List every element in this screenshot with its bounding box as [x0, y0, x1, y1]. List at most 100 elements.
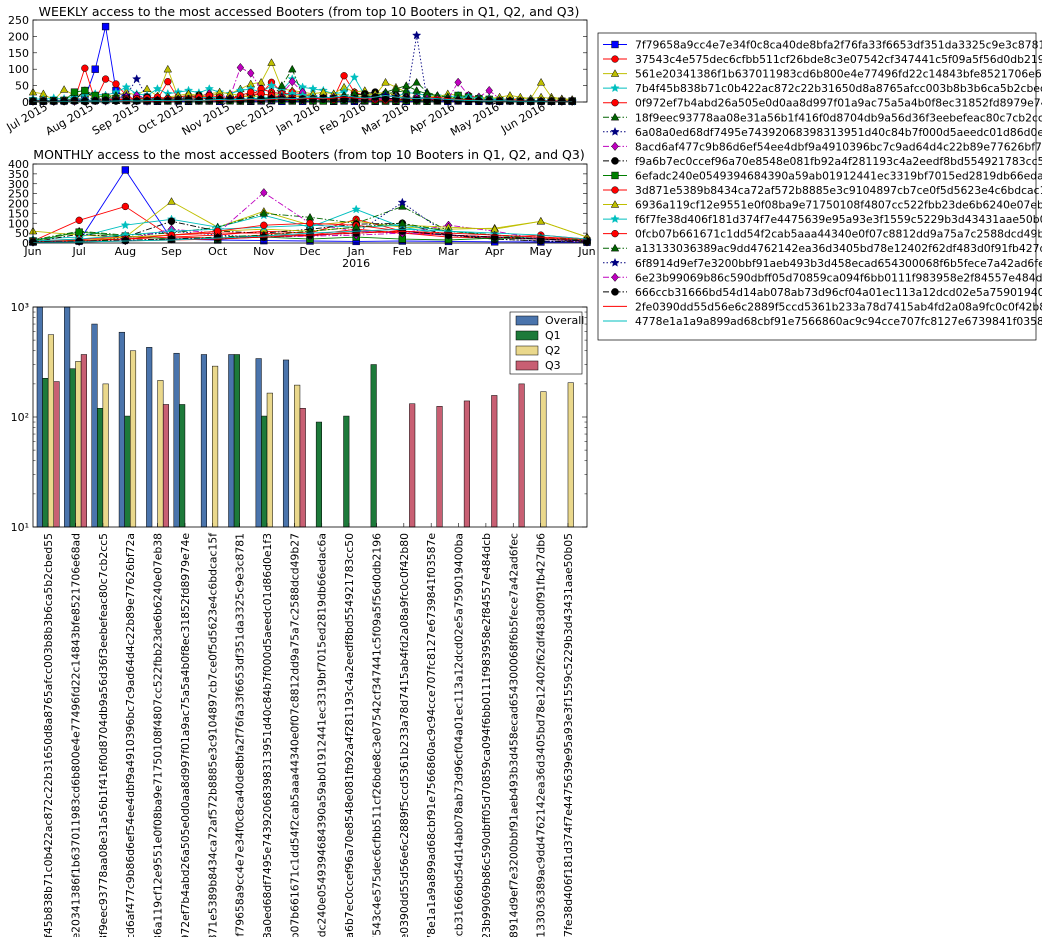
monthly-y-tick-label: 50 — [15, 227, 29, 240]
bar-q2 — [567, 382, 574, 528]
bar-x-tick-label: 6936a119cf12e9551e0f08ba9e71750108f4807c… — [152, 533, 165, 937]
weekly-point — [349, 72, 360, 82]
weekly-y-tick-label: 250 — [8, 14, 29, 27]
bar-q1 — [261, 415, 268, 528]
weekly-plot-frame — [32, 19, 588, 103]
bar-q3 — [162, 404, 170, 528]
weekly-point — [412, 86, 421, 94]
bar-overall — [255, 358, 262, 528]
weekly-point — [164, 78, 172, 86]
bar-plot-frame — [32, 306, 588, 528]
series-legend-label: 6a08a0ed68df7495e74392068398313951d40c84… — [635, 126, 1042, 139]
bar-legend-swatch — [515, 330, 539, 341]
series-legend-marker — [610, 69, 620, 77]
weekly-y-tick-label: 150 — [8, 47, 29, 60]
weekly-point — [412, 30, 422, 40]
series-legend-label: 37543c4e575dec6cfbb511cf26bde8c3e07542cf… — [635, 53, 1042, 66]
series-legend-label: 6e23b99069b86c590dbff05d70859ca094f6bb01… — [635, 271, 1042, 284]
weekly-x-tick-label: Nov 2015 — [180, 100, 232, 138]
bar-x-tick-label: 561e20341386f1b637011983cd6b800e4e77496f… — [70, 533, 83, 937]
weekly-point — [381, 94, 390, 102]
series-legend-label: a13133036389ac9dd4762142ea36d3405bd78e12… — [635, 242, 1042, 255]
bar-overall — [146, 347, 153, 528]
series-legend-marker — [610, 126, 620, 136]
monthly-y-tick-label: 400 — [8, 158, 29, 171]
series-legend: 7f79658a9cc4e7e34f0c8ca40de8bfa2f76fa33f… — [597, 32, 1042, 341]
weekly-point — [536, 77, 546, 86]
weekly-point — [340, 72, 348, 80]
bar-q2 — [129, 350, 137, 528]
monthly-y-tick-label: 150 — [8, 207, 29, 220]
weekly-series-line — [33, 94, 573, 103]
series-legend-entry: 0f972ef7b4abd26a505e0d0aa8d997f01a9ac75a… — [603, 97, 1042, 110]
monthly-y-tick-label: 100 — [8, 217, 29, 230]
monthly-point — [167, 217, 176, 226]
series-legend-entry: a13133036389ac9dd4762142ea36d3405bd78e12… — [603, 242, 1042, 255]
monthly-x-tick-label: Jan — [347, 245, 365, 258]
bar-q3 — [463, 400, 470, 528]
series-legend-marker — [611, 171, 619, 180]
bar-legend-label: Q1 — [545, 329, 561, 342]
bar-x-tick-label: 6e23b99069b86c590dbff05d70859ca094f6bb01… — [480, 533, 493, 937]
monthly-y-tick-label: 250 — [8, 188, 29, 201]
monthly-chart-title: MONTHLY access to the most accessed Boot… — [33, 147, 584, 162]
series-legend-entry: 7b4f45b838b71c0b422ac872c22b31650d8a8765… — [603, 82, 1042, 95]
series-legend-entry: 37543c4e575dec6cfbb511cf26bde8c3e07542cf… — [603, 53, 1042, 66]
monthly-point — [120, 220, 130, 230]
monthly-point — [167, 235, 176, 243]
series-legend-entry: 6efadc240e0549394684390a59ab01912441ec33… — [603, 169, 1042, 182]
bar-x-tick-label: 0fcb07b661671c1dd54f2cab5aaa44340e0f07c8… — [288, 533, 301, 937]
bar-q3 — [53, 381, 60, 528]
weekly-point — [247, 88, 255, 96]
series-legend-marker — [611, 40, 619, 49]
series-legend-label: 2fe0390dd55d56e6c2889f5ccd5361b233a78d74… — [635, 300, 1042, 313]
series-legend-entry: 3d871e5389b8434ca72af572b8885e3c9104897c… — [603, 184, 1042, 197]
bar-plot-area: 10¹ 10² 10³ 7b4f45b838b71c0b422ac872c22b316… — [11, 301, 588, 937]
weekly-point — [267, 58, 276, 66]
series-legend-label: 666ccb31666bd54d14ab078ab73d96cf04a01ec1… — [635, 286, 1042, 299]
monthly-y-tick-label: 200 — [8, 198, 29, 211]
monthly-point — [397, 197, 407, 207]
weekly-x-tick-label: Dec 2015 — [224, 100, 276, 138]
weekly-point — [464, 97, 473, 105]
bar-x-tick-label: 37543c4e575dec6cfbb511cf26bde8c3e07542cf… — [370, 533, 383, 937]
weekly-point — [59, 85, 69, 93]
monthly-x-tick-label: Oct — [208, 245, 228, 258]
bar-x-tick-label: 2fe0390dd55d56e6c2889f5ccd5361b233a78d74… — [398, 533, 411, 937]
bar-overall — [200, 354, 207, 528]
bar-x-tick-label: 0f972ef7b4abd26a505e0d0aa8d997f01a9ac75a… — [179, 533, 192, 937]
series-legend-entry: 8acd6af477c9b86d6ef54ee4dbf9a4910396bc7c… — [603, 140, 1042, 153]
series-legend-entry: 561e20341386f1b637011983cd6b800e4e77496f… — [603, 68, 1042, 81]
series-legend-marker — [611, 272, 619, 282]
bar-legend-swatch — [515, 315, 539, 326]
weekly-point — [163, 64, 173, 73]
bar-x-tick-label: 666ccb31666bd54d14ab078ab73d96cf04a01ec1… — [453, 533, 466, 937]
bar-q1 — [124, 415, 131, 528]
weekly-y-tick-label: 0 — [22, 96, 29, 109]
weekly-y-tick-label: 50 — [15, 80, 29, 93]
bar-x-tick-label: f9a6b7ec0ccef96a70e8548e081fb92a4f281193… — [343, 533, 356, 937]
weekly-point — [101, 22, 110, 31]
monthly-point — [260, 221, 268, 229]
series-legend-label: 4778e1a1a9a899ad68cbf91e7566860ac9c94cce… — [635, 315, 1042, 328]
bar-q2 — [75, 361, 82, 528]
bar-legend-label: Q3 — [545, 359, 561, 372]
monthly-point — [536, 216, 546, 225]
series-legend-entry: 6f8914d9ef7e3200bbf91aeb493b3d458ecad654… — [603, 257, 1042, 270]
series-legend-entry: 666ccb31666bd54d14ab078ab73d96cf04a01ec1… — [603, 286, 1042, 299]
monthly-point — [121, 202, 129, 211]
series-legend-entry: f9a6b7ec0ccef96a70e8548e081fb92a4f281193… — [603, 155, 1042, 168]
bar-q1 — [370, 364, 377, 528]
bar-legend-label: Overall — [545, 314, 584, 327]
monthly-x-tick-label: Dec — [299, 245, 320, 258]
weekly-point — [81, 64, 89, 72]
weekly-y-tick-label: 200 — [8, 30, 29, 43]
monthly-x-tick-label: Apr — [485, 245, 505, 258]
bar-q2 — [157, 380, 164, 528]
monthly-y-tick-label: 0 — [22, 237, 29, 250]
weekly-point — [381, 77, 390, 86]
bar-x-tick-label: 3d871e5389b8434ca72af572b8885e3c9104897c… — [206, 533, 219, 937]
monthly-y-tick-label: 350 — [8, 168, 29, 181]
weekly-point — [152, 84, 163, 93]
